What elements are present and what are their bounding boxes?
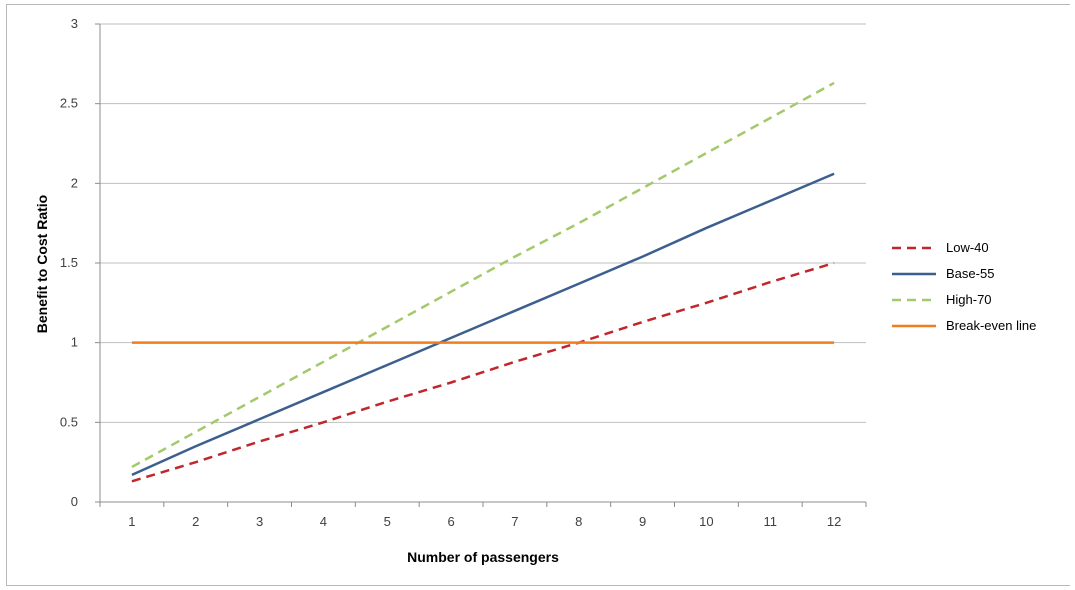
x-tick-label: 2 — [192, 514, 199, 529]
x-tick-label: 9 — [639, 514, 646, 529]
series-line-base-55 — [131, 172, 835, 477]
axes — [95, 23, 867, 507]
legend-label: Break-even line — [946, 318, 1036, 333]
x-tick-label: 1 — [128, 514, 135, 529]
legend-item: Low-40 — [892, 240, 989, 255]
x-axis-title: Number of passengers — [407, 549, 559, 565]
series-line-low-40 — [131, 261, 835, 483]
x-tick-label: 4 — [320, 514, 327, 529]
gridlines — [100, 23, 866, 423]
x-tick-label: 5 — [384, 514, 391, 529]
y-tick-label: 2 — [71, 175, 78, 190]
x-tick-label: 6 — [447, 514, 454, 529]
x-tick-label: 11 — [764, 514, 778, 529]
y-axis-title: Benefit to Cost Ratio — [34, 195, 50, 333]
series-line-high-70 — [131, 81, 835, 469]
y-tick-label: 1 — [71, 335, 78, 350]
x-tick-label: 8 — [575, 514, 582, 529]
y-tick-label: 2.5 — [60, 96, 78, 111]
y-tick-label: 0.5 — [60, 414, 78, 429]
legend-item: Break-even line — [892, 318, 1036, 333]
legend-label: High-70 — [946, 292, 992, 307]
x-tick-label: 12 — [827, 514, 841, 529]
x-tick-label: 3 — [256, 514, 263, 529]
series-lines — [131, 81, 835, 483]
y-tick-labels: 0 0.5 1 1.5 2 2.5 3 — [60, 16, 78, 509]
legend-item: High-70 — [892, 292, 992, 307]
y-tick-label: 0 — [71, 494, 78, 509]
x-tick-labels: 1 2 3 4 5 6 7 8 9 10 11 12 — [128, 514, 841, 529]
chart-frame — [6, 4, 1070, 586]
legend-label: Base-55 — [946, 266, 994, 281]
legend-item: Base-55 — [892, 266, 994, 281]
legend-label: Low-40 — [946, 240, 989, 255]
y-tick-label: 1.5 — [60, 255, 78, 270]
x-tick-label: 10 — [699, 514, 713, 529]
y-tick-label: 3 — [71, 16, 78, 31]
x-tick-label: 7 — [511, 514, 518, 529]
legend: Low-40 Base-55 High-70 Break-even line — [892, 240, 1036, 333]
